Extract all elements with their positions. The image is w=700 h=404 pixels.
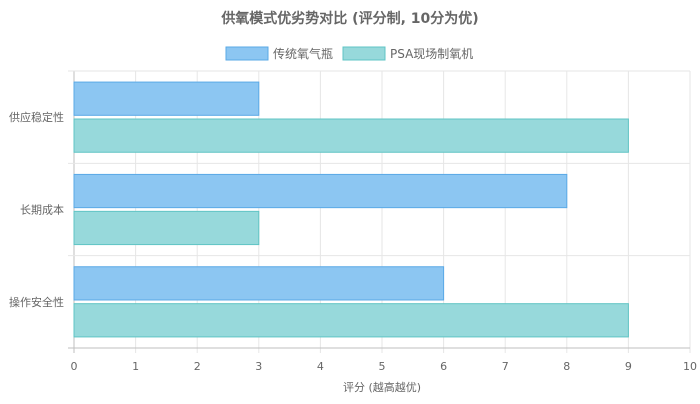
bar-1-0[interactable] [73, 173, 568, 209]
bar-0-1[interactable] [73, 118, 629, 153]
x-tick-label: 7 [502, 360, 509, 373]
y-category-label: 操作安全性 [9, 295, 64, 309]
y-category-label: 供应稳定性 [9, 110, 64, 124]
legend-swatch-series-0 [225, 46, 269, 61]
bar-2-1[interactable] [73, 303, 629, 338]
legend-item-series-1[interactable]: PSA现场制氧机 [342, 46, 473, 61]
bar-2-0[interactable] [73, 266, 445, 301]
y-category-label: 长期成本 [20, 203, 64, 217]
legend-swatch-series-1 [342, 46, 386, 61]
legend-label-series-1: PSA现场制氧机 [390, 47, 473, 61]
x-tick-label: 6 [440, 360, 447, 373]
legend-item-series-0[interactable]: 传统氧气瓶 [225, 46, 333, 61]
x-axis-ticks: 0 1 2 3 4 5 6 7 8 9 10 [71, 360, 698, 373]
chart-title: 供氧模式优劣势对比 (评分制, 10分为优) [220, 10, 478, 27]
x-tick-label: 0 [71, 360, 78, 373]
x-tick-label: 9 [625, 360, 632, 373]
x-tick-label: 3 [255, 360, 262, 373]
bars [73, 81, 629, 338]
x-tick-label: 10 [683, 360, 697, 373]
bar-0-0[interactable] [73, 81, 260, 116]
legend-label-series-0: 传统氧气瓶 [273, 46, 333, 61]
x-tick-label: 4 [317, 360, 324, 373]
x-axis-title: 评分 (越高越优) [343, 380, 421, 394]
x-tick-label: 5 [379, 360, 386, 373]
grid [68, 70, 691, 353]
legend: 传统氧气瓶 PSA现场制氧机 [225, 46, 473, 61]
x-tick-label: 1 [132, 360, 139, 373]
bar-1-1[interactable] [73, 210, 260, 246]
x-tick-label: 8 [563, 360, 570, 373]
x-tick-label: 2 [194, 360, 201, 373]
